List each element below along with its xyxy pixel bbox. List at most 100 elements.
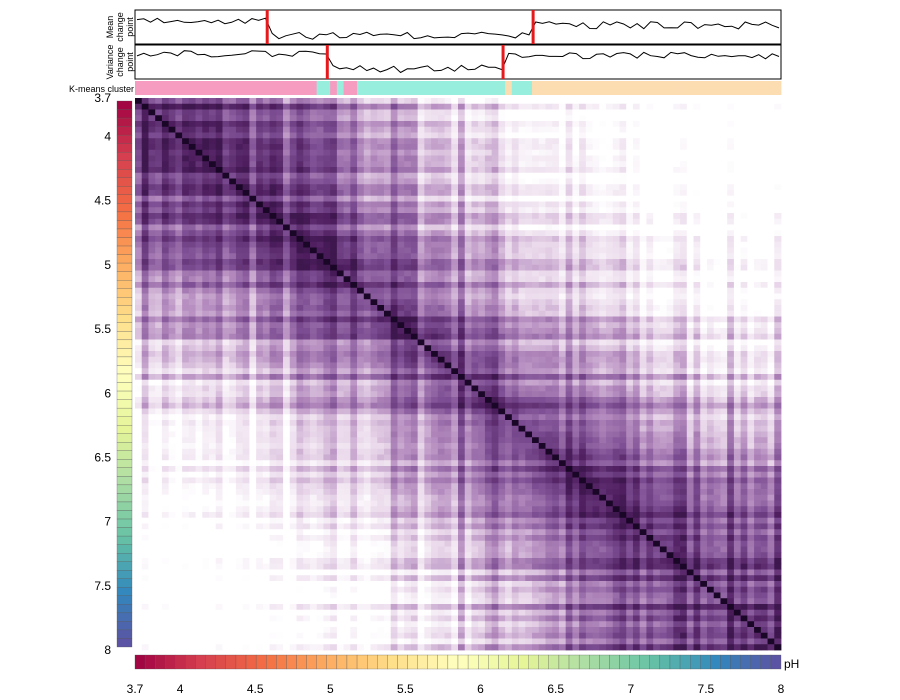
heatmap-cell <box>444 310 452 317</box>
heatmap-cell <box>666 236 674 243</box>
heatmap-cell <box>747 241 755 248</box>
heatmap-cell <box>464 247 472 254</box>
heatmap-cell <box>141 351 149 358</box>
heatmap-cell <box>141 213 149 220</box>
heatmap-cell <box>161 190 170 197</box>
heatmap-cell <box>155 167 163 174</box>
heatmap-cell <box>336 287 345 294</box>
heatmap-cell <box>464 224 472 231</box>
heatmap-cell <box>417 241 425 248</box>
heatmap-cell <box>222 224 230 231</box>
heatmap-cell <box>572 149 580 156</box>
heatmap-cell <box>262 109 270 116</box>
heatmap-cell <box>256 270 264 277</box>
heatmap-cell <box>229 138 237 145</box>
heatmap-cell <box>161 126 170 133</box>
heatmap-cell <box>155 155 163 162</box>
heatmap-cell <box>774 144 782 151</box>
heatmap-cell <box>390 333 398 340</box>
heatmap-cell <box>431 316 439 323</box>
heatmap-cell <box>653 247 661 254</box>
heatmap-cell <box>269 356 277 363</box>
heatmap-cell <box>222 328 230 335</box>
heatmap-cell <box>552 224 560 231</box>
heatmap-cell <box>545 339 553 346</box>
heatmap-cell <box>350 138 358 145</box>
heatmap-cell <box>437 351 445 358</box>
heatmap-cell <box>626 328 634 335</box>
heatmap-cell <box>410 351 419 358</box>
heatmap-cell <box>188 345 196 352</box>
heatmap-cell <box>202 282 210 289</box>
heatmap-cell <box>458 322 466 329</box>
heatmap-cell <box>222 103 230 110</box>
heatmap-cell <box>357 161 365 168</box>
heatmap-cell <box>289 218 297 225</box>
heatmap-cell <box>404 299 412 306</box>
heatmap-cell <box>659 172 668 179</box>
heatmap-cell <box>249 293 257 300</box>
heatmap-cell <box>451 259 459 266</box>
heatmap-cell <box>606 270 614 277</box>
heatmap-cell <box>673 190 681 197</box>
heatmap-cell <box>774 264 782 271</box>
heatmap-cell <box>626 310 634 317</box>
heatmap-cell <box>451 287 459 294</box>
heatmap-cell <box>740 224 748 231</box>
heatmap-cell <box>229 224 237 231</box>
heatmap-cell <box>343 356 351 363</box>
heatmap-cell <box>377 241 385 248</box>
heatmap-cell <box>229 115 237 122</box>
heatmap-cell <box>303 385 311 392</box>
heatmap-cell <box>417 253 425 260</box>
heatmap-cell <box>727 172 735 179</box>
heatmap-cell <box>713 356 721 363</box>
heatmap-cell <box>404 339 412 346</box>
heatmap-cell <box>552 247 560 254</box>
heatmap-cell <box>491 293 499 300</box>
heatmap-cell <box>713 121 721 128</box>
heatmap-cell <box>262 333 270 340</box>
heatmap-cell <box>706 236 715 243</box>
heatmap-cell <box>558 201 567 208</box>
heatmap-cell <box>242 328 250 335</box>
heatmap-cell <box>727 224 735 231</box>
heatmap-cell <box>639 109 647 116</box>
heatmap-cell <box>767 379 775 386</box>
heatmap-cell <box>215 316 223 323</box>
heatmap-cell <box>747 305 755 312</box>
heatmap-cell <box>774 224 782 231</box>
heatmap-cell <box>478 351 486 358</box>
heatmap-cell <box>209 115 217 122</box>
heatmap-cell <box>370 299 378 306</box>
heatmap-cell <box>309 207 318 214</box>
heatmap-cell <box>538 161 546 168</box>
heatmap-cell <box>397 276 405 283</box>
heatmap-cell <box>720 98 728 105</box>
heatmap-cell <box>343 144 351 151</box>
heatmap-cell <box>471 98 479 105</box>
heatmap-cell <box>740 259 748 266</box>
heatmap-cell <box>242 144 250 151</box>
heatmap-cell <box>599 287 607 294</box>
heatmap-cell <box>195 322 203 329</box>
heatmap-cell <box>283 132 291 139</box>
heatmap-cell <box>471 230 479 237</box>
heatmap-cell <box>558 276 567 283</box>
heatmap-cell <box>269 241 277 248</box>
heatmap-cell <box>155 132 163 139</box>
heatmap-cell <box>175 305 183 312</box>
heatmap-cell <box>202 207 210 214</box>
heatmap-cell <box>700 121 708 128</box>
heatmap-cell <box>612 121 620 128</box>
heatmap-cell <box>693 282 701 289</box>
heatmap-cell <box>242 103 250 110</box>
heatmap-cell <box>713 138 721 145</box>
heatmap-cell <box>357 270 365 277</box>
heatmap-cell <box>383 368 392 375</box>
heatmap-cell <box>498 126 506 133</box>
heatmap-cell <box>303 178 311 185</box>
heatmap-cell <box>767 218 775 225</box>
heatmap-cell <box>383 270 392 277</box>
heatmap-cell <box>437 322 445 329</box>
